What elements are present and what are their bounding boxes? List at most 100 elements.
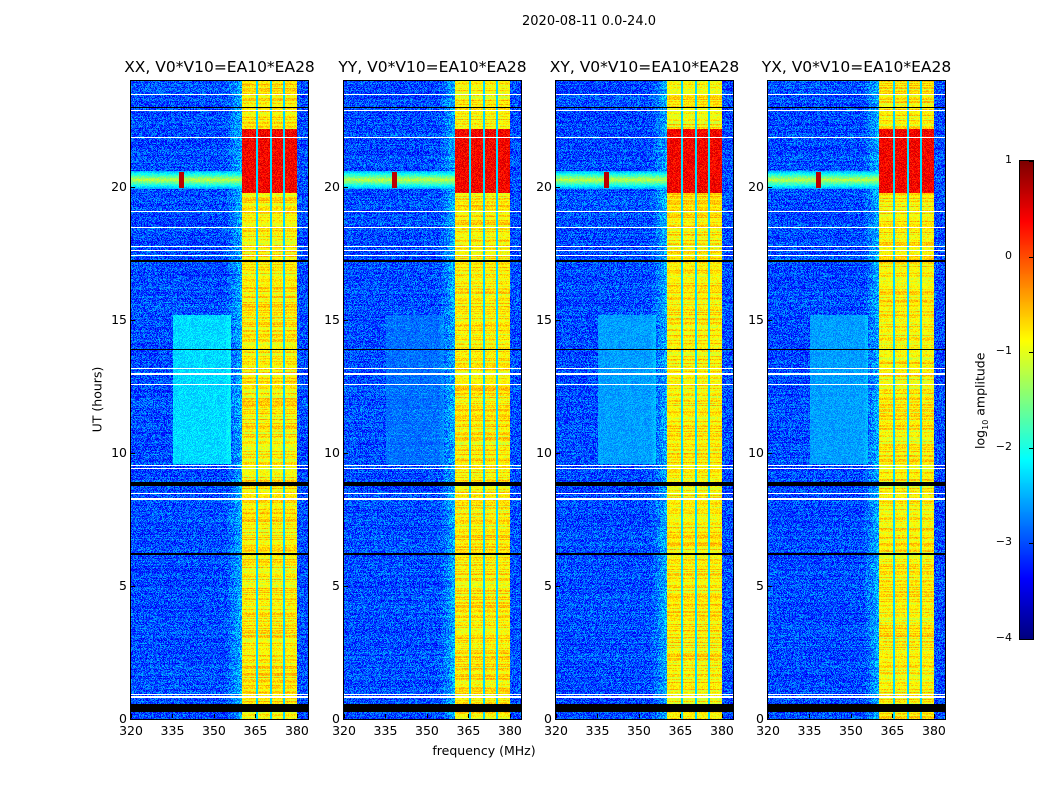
y-tick: [556, 186, 560, 188]
colorbar-tick: [1029, 161, 1033, 162]
x-tick-label: 380: [498, 723, 522, 738]
panel-title: XX, V0*V10=EA10*EA28: [124, 58, 315, 76]
x-tick-label: 365: [668, 723, 693, 738]
y-tick-label: 0: [756, 711, 764, 726]
x-tick: [255, 714, 257, 718]
colorbar-tick-label: 1: [1005, 153, 1012, 166]
x-tick: [556, 714, 557, 718]
y-tick-label: 15: [324, 312, 340, 328]
x-tick-label: 350: [627, 723, 651, 738]
x-tick: [721, 714, 723, 718]
x-tick-label: 365: [880, 723, 905, 738]
x-tick: [638, 714, 640, 718]
x-tick-label: 335: [373, 723, 398, 738]
y-tick-label: 20: [536, 179, 552, 195]
y-tick: [344, 186, 348, 188]
heatmap-image: [344, 81, 521, 719]
y-tick: [768, 186, 772, 188]
panel-title: YY, V0*V10=EA10*EA28: [338, 58, 527, 76]
y-tick-label: 10: [324, 445, 340, 461]
y-tick-label: 5: [756, 578, 764, 594]
heatmap-image: [556, 81, 733, 719]
x-tick: [809, 714, 811, 718]
y-tick-label: 10: [748, 445, 764, 461]
x-tick: [131, 714, 132, 718]
y-tick-label: 5: [119, 578, 127, 594]
colorbar-tick-label: −1: [995, 344, 1012, 358]
x-tick-label: 320: [119, 723, 143, 738]
x-tick-label: 320: [332, 723, 356, 738]
y-tick-label: 10: [536, 445, 552, 461]
panel-title: XY, V0*V10=EA10*EA28: [549, 58, 740, 76]
y-tick-label: 20: [324, 179, 340, 195]
y-tick-label: 5: [332, 578, 340, 594]
colorbar-tick-label: −2: [995, 439, 1012, 453]
x-tick-label: 335: [797, 723, 822, 738]
y-tick: [556, 452, 560, 454]
x-tick: [933, 714, 935, 718]
x-tick: [892, 714, 894, 718]
y-tick-label: 15: [111, 312, 127, 328]
y-tick: [344, 319, 348, 321]
y-tick: [768, 319, 772, 321]
x-tick: [680, 714, 682, 718]
heatmap-image: [768, 81, 945, 719]
colorbar-tick-label: −3: [995, 535, 1012, 549]
y-tick-label: 0: [119, 711, 127, 726]
x-tick: [426, 714, 428, 718]
heatmap-image: [131, 81, 308, 719]
x-tick: [468, 714, 470, 718]
panel-title: YX, V0*V10=EA10*EA28: [761, 58, 952, 76]
x-tick: [597, 714, 599, 718]
x-tick: [296, 714, 298, 718]
y-tick: [131, 718, 135, 720]
x-tick-label: 380: [922, 723, 946, 738]
x-tick-label: 350: [415, 723, 439, 738]
y-tick-label: 10: [111, 445, 127, 461]
colorbar-tick: [1029, 352, 1033, 354]
colorbar-tick: [1029, 256, 1033, 258]
x-tick: [385, 714, 387, 718]
x-tick-label: 320: [756, 723, 780, 738]
spectrogram-panel-2: XY, V0*V10=EA10*EA28 0 5 10 15 20 320 335 350 365…: [536, 58, 739, 738]
x-tick-label: 380: [710, 723, 734, 738]
y-tick: [344, 452, 348, 454]
x-tick-label: 365: [456, 723, 481, 738]
colorbar-tick-label: 0: [1005, 248, 1012, 262]
y-tick-label: 15: [536, 312, 552, 328]
y-tick: [768, 585, 772, 587]
spectrogram-panel-0: XX, V0*V10=EA10*EA28 0 5 10 15 20 320 335 350 365…: [111, 58, 315, 738]
x-tick: [344, 714, 345, 718]
y-tick: [768, 452, 772, 454]
y-tick: [556, 319, 560, 321]
x-tick-label: 335: [160, 723, 185, 738]
y-tick-label: 0: [332, 711, 340, 726]
x-tick-label: 320: [544, 723, 568, 738]
y-tick-label: 5: [544, 578, 552, 594]
x-tick: [172, 714, 174, 718]
x-tick-label: 365: [243, 723, 268, 738]
spectrogram-panel-1: YY, V0*V10=EA10*EA28 0 5 10 15 20 320 335 350 365…: [324, 58, 527, 738]
y-tick-label: 0: [544, 711, 552, 726]
figure-title: 2020-08-11 0.0-24.0: [522, 14, 656, 29]
colorbar-gradient: [1020, 161, 1033, 639]
y-tick: [131, 186, 135, 188]
x-tick: [768, 714, 769, 718]
colorbar-tick: [1029, 543, 1033, 545]
y-tick: [344, 585, 348, 587]
y-tick: [344, 718, 348, 720]
y-axis-label: UT (hours): [89, 366, 105, 433]
y-tick-label: 15: [748, 312, 764, 328]
x-tick: [850, 714, 852, 718]
colorbar-tick: [1029, 639, 1033, 640]
x-tick: [213, 714, 215, 718]
y-tick-label: 20: [748, 179, 764, 195]
x-tick-label: 350: [202, 723, 226, 738]
spectrogram-panel-3: YX, V0*V10=EA10*EA28 0 5 10 15 20 320 335 350 365…: [748, 58, 951, 738]
y-tick-label: 20: [111, 179, 127, 195]
colorbar-tick-label: −4: [995, 631, 1012, 644]
y-tick: [131, 319, 135, 321]
x-tick: [509, 714, 511, 718]
y-tick: [131, 585, 135, 587]
